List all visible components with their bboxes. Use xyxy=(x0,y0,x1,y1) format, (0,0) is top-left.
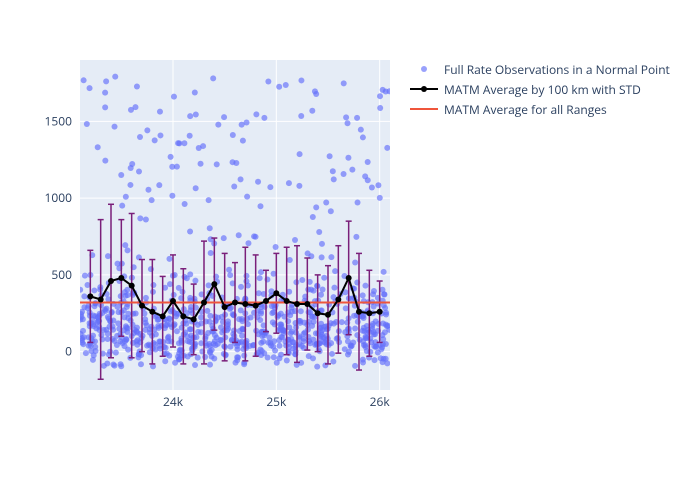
legend-label: MATM Average for all Ranges xyxy=(444,101,607,118)
legend-label: MATM Average by 100 km with STD xyxy=(444,81,641,98)
x-tick-label: 24k xyxy=(163,393,184,410)
legend-item-binned: MATM Average by 100 km with STD xyxy=(410,80,670,98)
x-tick-label: 25k xyxy=(266,393,287,410)
legend-label: Full Rate Observations in a Normal Point xyxy=(444,61,670,78)
y-tick-label: 500 xyxy=(51,266,72,283)
y-tick-label: 1000 xyxy=(45,189,73,206)
y-tick-label: 0 xyxy=(65,343,72,360)
legend-swatch-scatter xyxy=(410,62,438,76)
x-tick-label: 26k xyxy=(370,393,391,410)
legend-swatch-avg xyxy=(410,102,438,116)
legend-item-scatter: Full Rate Observations in a Normal Point xyxy=(410,60,670,78)
legend: Full Rate Observations in a Normal Point… xyxy=(410,60,670,120)
legend-swatch-binned xyxy=(410,82,438,96)
y-tick-label: 1500 xyxy=(45,112,73,129)
legend-item-avg: MATM Average for all Ranges xyxy=(410,100,670,118)
